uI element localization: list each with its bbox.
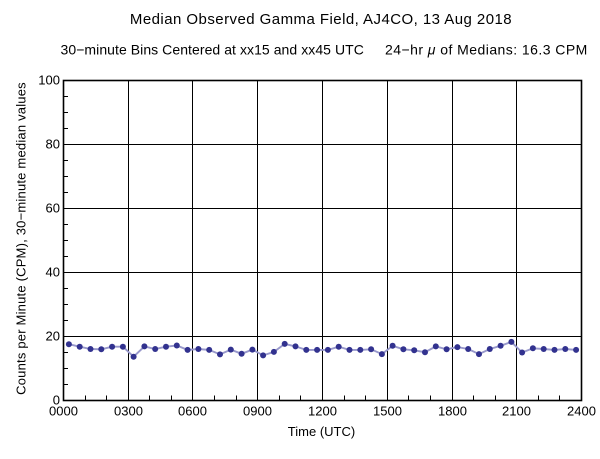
svg-text:24−hr μ of Medians: 16.3 CPM: 24−hr μ of Medians: 16.3 CPM <box>385 42 588 58</box>
svg-text:2400: 2400 <box>567 404 596 419</box>
svg-text:40: 40 <box>46 265 60 280</box>
svg-text:Time (UTC): Time (UTC) <box>288 424 355 439</box>
svg-text:0000: 0000 <box>49 404 78 419</box>
svg-text:2100: 2100 <box>502 404 531 419</box>
svg-text:1500: 1500 <box>373 404 402 419</box>
svg-text:Counts per Minute (CPM), 30−mi: Counts per Minute (CPM), 30−minute media… <box>14 82 29 395</box>
svg-text:1800: 1800 <box>438 404 467 419</box>
svg-text:20: 20 <box>46 329 60 344</box>
svg-text:60: 60 <box>46 201 60 216</box>
svg-text:80: 80 <box>46 137 60 152</box>
svg-text:30−minute Bins Centered at xx1: 30−minute Bins Centered at xx15 and xx45… <box>61 42 364 58</box>
svg-text:0600: 0600 <box>178 404 207 419</box>
svg-text:1200: 1200 <box>308 404 337 419</box>
svg-text:0300: 0300 <box>114 404 143 419</box>
svg-text:0900: 0900 <box>243 404 272 419</box>
svg-text:Median Observed Gamma Field, A: Median Observed Gamma Field, AJ4CO, 13 A… <box>130 11 512 28</box>
svg-text:100: 100 <box>38 73 60 88</box>
svg-text:0: 0 <box>53 393 60 408</box>
